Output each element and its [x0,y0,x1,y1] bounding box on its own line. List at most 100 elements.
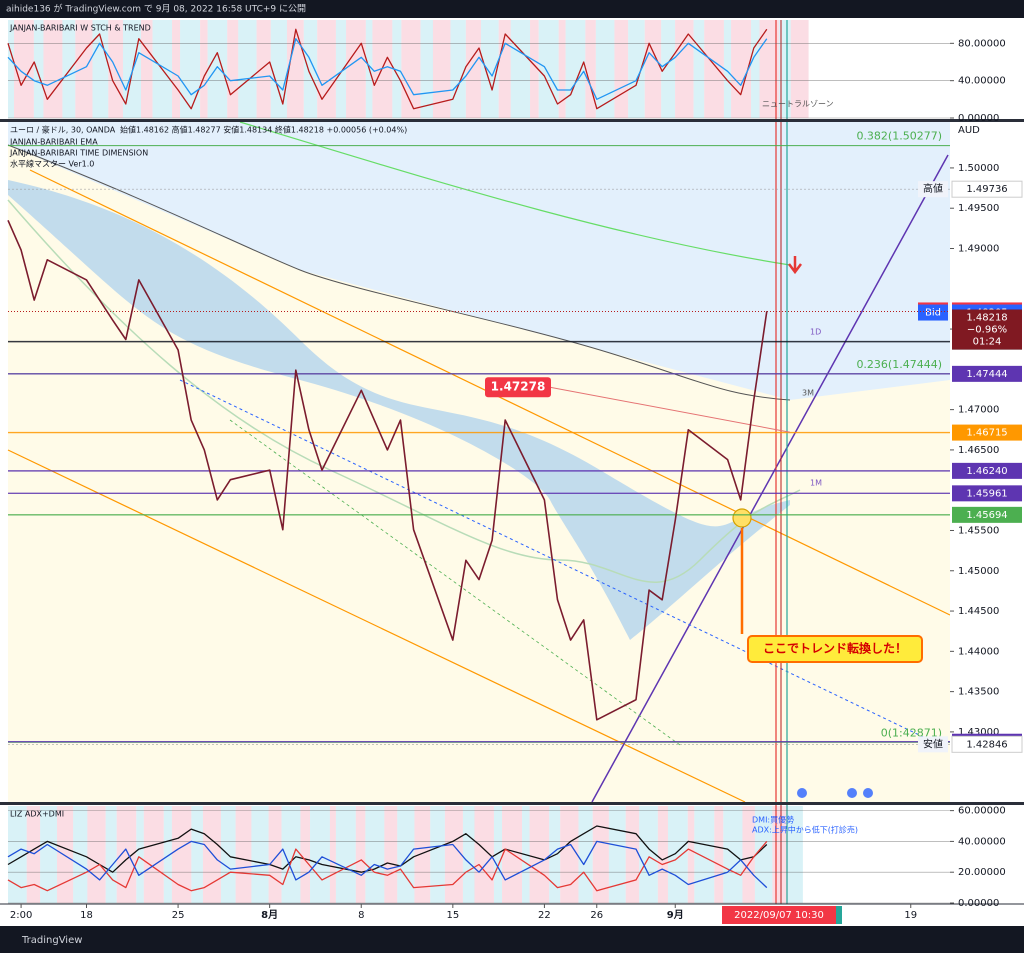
bg-stripe [140,20,153,118]
bg-stripe [714,806,724,903]
bg-stripe [420,20,433,118]
indicator-line [7,38,768,100]
ema-green [239,121,791,266]
y-tick-label: 0.00000 [958,113,999,124]
bg-stripe [480,20,499,118]
bg-stripe [207,20,228,118]
fib-label: 0(1:42871) [881,726,942,739]
bg-stripe [251,806,269,903]
bg-stripe [8,20,14,118]
currency-label: AUD [958,125,980,136]
bg-stripe [639,806,658,903]
y-tick-label: 1.47000 [958,405,999,416]
price-tag [952,462,1022,479]
bg-stripe [172,20,181,118]
price-tag [952,365,1022,382]
x-tick-label: 2:00 [10,910,32,921]
x-tick-label: 26 [590,910,603,921]
marker-label: 1.47278 [491,380,546,394]
bg-stripe [87,806,106,903]
bg-stripe [430,806,445,903]
bg-stripe [723,20,732,118]
y-tick-label: 1.49500 [958,203,999,214]
tag-name: 安値 [923,737,943,750]
x-tick-label: 8 [358,910,364,921]
bg-stripe [56,806,74,903]
channel-lower [7,449,746,803]
marker-tag [485,377,551,398]
y-tick-label: 40.00000 [958,76,1006,87]
price-tag [952,485,1022,502]
bg-stripe [608,806,626,903]
indicator-line [7,840,768,892]
bg-stripe [163,806,172,903]
tag-name-bg [918,736,948,753]
zone-label: ニュートラルゾーン [762,100,834,109]
price-tag-label: 1.46715 [966,428,1007,439]
bg-stripe [444,806,463,903]
bg-stripe [723,806,743,903]
bg-stripe [529,806,550,903]
adx-title: LIZ ADX+DMI [10,810,64,819]
bg-stripe [200,20,208,118]
bg-stripe [560,806,579,903]
bg-stripe [62,20,76,118]
time-axis-bg [0,904,1024,926]
bg-stripe [625,806,640,903]
bg-stripe [661,20,676,118]
price-tag-label: 1.49736 [966,184,1007,195]
bg-stripe [235,806,252,903]
y-tick-label: 1.43000 [958,727,999,738]
y-tick-label: 1.49000 [958,243,999,254]
y-tick-label: 1.45500 [958,525,999,536]
bg-stripe [644,20,662,118]
crosshair-tag [722,906,836,924]
x-tick-label: 22 [538,910,551,921]
bg-stripe [754,806,773,903]
bg-stripe [578,806,593,903]
bg-stripe [432,20,451,118]
bg-stripe [14,20,34,118]
timeframe-label: 3M [802,389,814,398]
bg-stripe [614,20,629,118]
bg-stripe [687,806,695,903]
bg-stripe [694,806,715,903]
price-tag [952,424,1022,441]
tag-name: 高値 [923,182,943,195]
bg-stripe [493,806,503,903]
bg-stripe [538,20,559,118]
current-countdown: 01:24 [973,336,1002,347]
price-tag [951,735,1023,753]
bg-stripe [329,806,336,903]
symbol-title: ユーロ / 豪ドル, 30, OANDA [10,125,116,135]
upper-fill [8,122,950,400]
x-tick-label: 9月 [667,909,684,921]
bg-stripe [558,20,566,118]
bg-stripe [105,806,117,903]
x-tick-label: 18 [80,910,93,921]
header-bar [0,0,1024,18]
icon [863,788,873,798]
x-tick-label: 8月 [261,909,278,921]
bg-stripe [465,20,481,118]
bg-stripe [143,806,164,903]
bg-stripe [530,20,539,118]
bg-stripe [171,806,192,903]
indicator-name: JANJAN-BARIBARI EMA [9,138,98,147]
y-tick-label: 1.44000 [958,646,999,657]
bg-stripe [778,20,791,118]
crosshair-label: 2022/09/07 10:30 [734,910,824,921]
bg-stripe [592,806,609,903]
ema-light [7,199,801,583]
footer-text: TradingView [21,935,82,946]
timeframe-label: 1D [810,328,821,337]
price-tag-label: 1.45694 [966,510,1007,521]
current-tag [952,309,1022,350]
callout-text: ここでトレンド転換した！ [763,641,907,656]
tag-name-bg [918,181,948,198]
mid-line [179,379,941,746]
drawings [7,20,951,905]
bg-stripe [731,20,752,118]
y-tick-label: 40.00000 [958,836,1006,847]
